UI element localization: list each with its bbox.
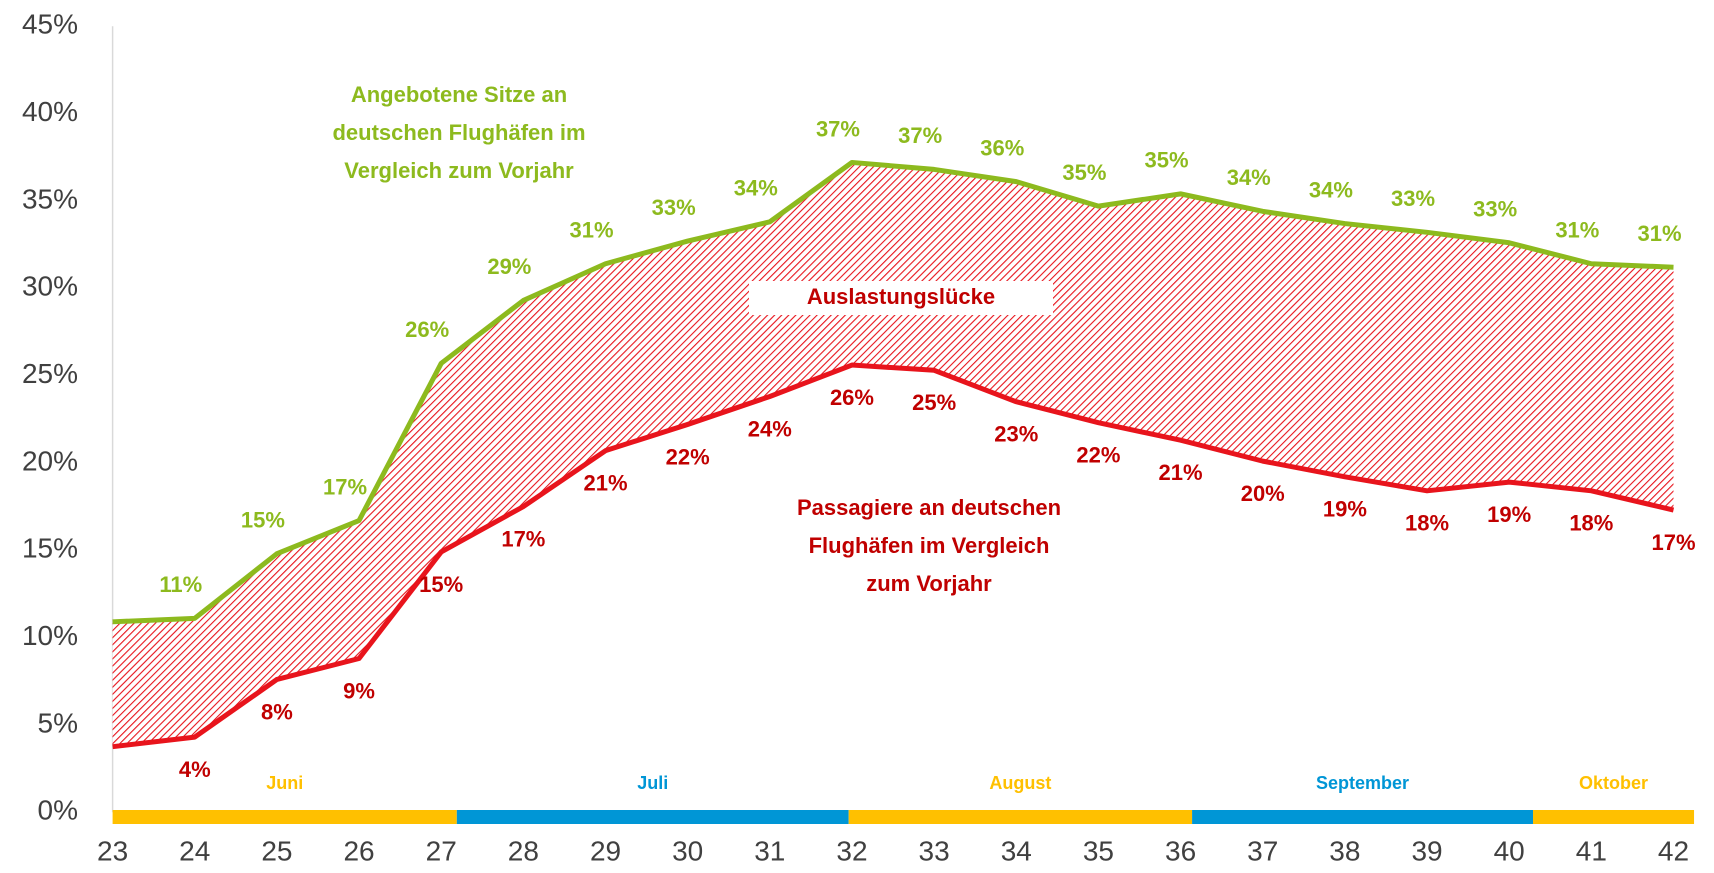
x-tick-label: 40 [1494, 835, 1525, 866]
x-tick-label: 26 [343, 835, 374, 866]
series-line [112, 159, 1674, 625]
x-tick-label: 41 [1576, 835, 1607, 866]
value-label: 29% [487, 254, 531, 279]
y-tick-label: 35% [22, 183, 78, 214]
series-line [112, 362, 1675, 750]
value-label: 37% [898, 123, 942, 148]
y-tick-label: 5% [38, 707, 78, 738]
y-tick-label: 20% [22, 445, 78, 476]
x-tick-label: 28 [508, 835, 539, 866]
value-label: 31% [1555, 218, 1599, 243]
month-bar [456, 810, 849, 824]
value-label: 15% [241, 508, 285, 533]
x-tick-label: 37 [1247, 835, 1278, 866]
x-tick-label: 36 [1165, 835, 1196, 866]
series-annotation: Flughäfen im Vergleich [809, 533, 1050, 558]
x-tick-label: 42 [1658, 835, 1689, 866]
gap-label: Auslastungslücke [807, 284, 995, 309]
value-label: 26% [405, 317, 449, 342]
value-label: 22% [1076, 443, 1120, 468]
value-label: 33% [652, 195, 696, 220]
series-annotation: Passagiere an deutschen [797, 495, 1061, 520]
y-tick-label: 15% [22, 533, 78, 564]
value-label: 37% [816, 116, 860, 141]
value-label: 33% [1473, 197, 1517, 222]
y-tick-label: 10% [22, 620, 78, 651]
value-label: 31% [1637, 221, 1681, 246]
month-bar [1533, 810, 1695, 824]
x-tick-label: 34 [1001, 835, 1032, 866]
month-bar [848, 810, 1193, 824]
series-annotation: zum Vorjahr [866, 571, 992, 596]
value-label: 18% [1569, 511, 1613, 536]
x-tick-label: 23 [97, 835, 128, 866]
value-label: 21% [583, 470, 627, 495]
month-label: Juni [266, 773, 303, 793]
value-label: 21% [1159, 460, 1203, 485]
value-label: 24% [748, 416, 792, 441]
series-annotation: Vergleich zum Vorjahr [344, 158, 574, 183]
value-label: 34% [1309, 177, 1353, 202]
value-label: 26% [830, 385, 874, 410]
series-annotation: deutschen Flughäfen im [332, 120, 585, 145]
value-label: 33% [1391, 186, 1435, 211]
value-label: 11% [159, 572, 202, 597]
month-label: Oktober [1579, 773, 1648, 793]
y-tick-label: 0% [38, 795, 78, 826]
value-label: 25% [912, 390, 956, 415]
value-label: 19% [1487, 502, 1531, 527]
gap-label-box [749, 281, 1053, 315]
x-tick-label: 29 [590, 835, 621, 866]
x-tick-label: 32 [836, 835, 867, 866]
month-bar [1192, 810, 1534, 824]
value-label: 23% [994, 422, 1038, 447]
value-label: 9% [343, 678, 375, 703]
month-label: September [1316, 773, 1409, 793]
month-bar [112, 810, 457, 824]
value-label: 19% [1323, 497, 1367, 522]
x-tick-label: 39 [1411, 835, 1442, 866]
value-label: 18% [1405, 511, 1449, 536]
month-label: August [989, 773, 1051, 793]
value-label: 31% [569, 218, 613, 243]
gap-area [112, 162, 1674, 747]
y-tick-label: 30% [22, 271, 78, 302]
x-tick-label: 24 [179, 835, 210, 866]
y-tick-label: 25% [22, 358, 78, 389]
x-tick-label: 38 [1329, 835, 1360, 866]
value-label: 8% [261, 699, 293, 724]
x-tick-label: 31 [754, 835, 785, 866]
value-label: 20% [1241, 481, 1285, 506]
month-label: Juli [637, 773, 668, 793]
y-tick-label: 40% [22, 96, 78, 127]
x-tick-label: 33 [919, 835, 950, 866]
value-label: 4% [179, 757, 211, 782]
value-label: 17% [323, 474, 367, 499]
value-label: 17% [1651, 530, 1695, 555]
value-label: 35% [1145, 148, 1189, 173]
x-tick-label: 35 [1083, 835, 1114, 866]
y-tick-label: 45% [22, 9, 78, 40]
value-label: 36% [980, 135, 1024, 160]
x-tick-label: 27 [426, 835, 457, 866]
value-label: 34% [734, 176, 778, 201]
value-label: 15% [419, 572, 463, 597]
value-label: 34% [1227, 165, 1271, 190]
x-tick-label: 30 [672, 835, 703, 866]
x-tick-label: 25 [261, 835, 292, 866]
value-label: 22% [666, 444, 710, 469]
series-annotation: Angebotene Sitze an [351, 82, 567, 107]
value-label: 35% [1062, 160, 1106, 185]
value-label: 17% [501, 526, 545, 551]
